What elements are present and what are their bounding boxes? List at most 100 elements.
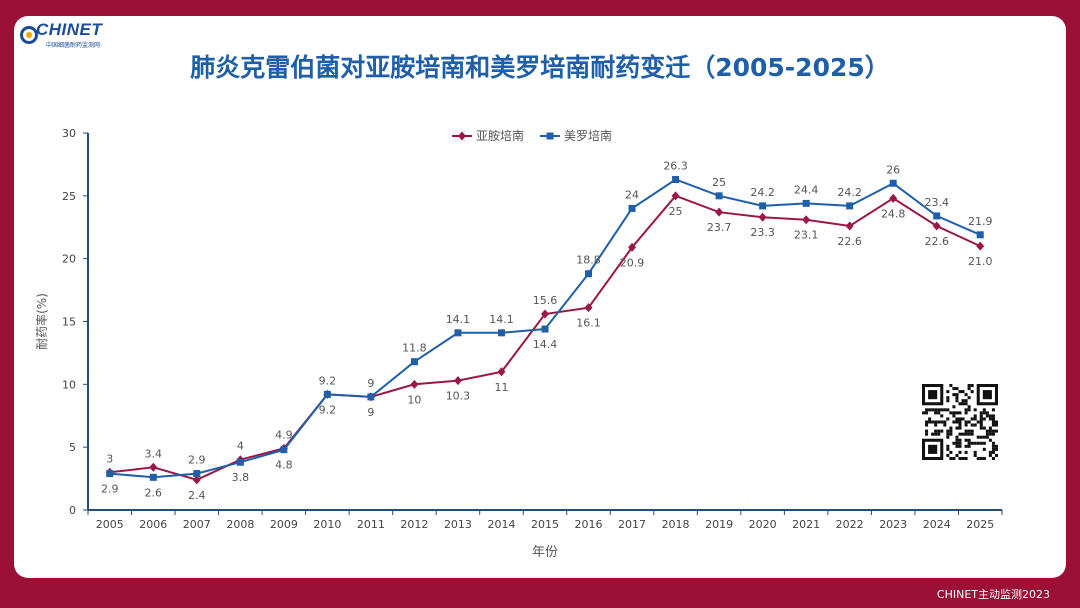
qr-cell — [961, 432, 965, 436]
legend-imipenem-marker — [458, 131, 466, 141]
qr-cell — [964, 402, 968, 406]
imipenem-data-label: 3.4 — [145, 447, 163, 460]
qr-cell — [994, 444, 998, 448]
qr-cell — [979, 414, 983, 418]
qr-cell — [991, 444, 995, 448]
imipenem-point — [715, 207, 724, 217]
qr-cell — [925, 408, 929, 412]
qr-finder-core — [982, 390, 992, 400]
qr-cell — [973, 450, 977, 454]
qr-cell — [979, 411, 983, 415]
qr-cell — [964, 411, 968, 415]
qr-cell — [967, 384, 971, 388]
qr-cell — [958, 441, 962, 445]
qr-cell — [991, 447, 995, 451]
qr-cell — [982, 447, 986, 451]
meropenem-point — [933, 212, 941, 220]
qr-cell — [934, 408, 938, 412]
qr-cell — [988, 429, 992, 433]
imipenem-point — [497, 367, 506, 377]
qr-cell — [949, 411, 953, 415]
qr-cell — [985, 435, 989, 439]
qr-cell — [991, 441, 995, 445]
logo-name: CHINET — [36, 20, 103, 39]
qr-cell — [937, 432, 941, 436]
imipenem-point — [845, 221, 854, 231]
imipenem-data-label: 25 — [669, 205, 683, 218]
qr-cell — [973, 408, 977, 412]
qr-cell — [958, 390, 962, 394]
qr-cell — [949, 426, 953, 430]
qr-cell — [991, 429, 995, 433]
qr-cell — [940, 414, 944, 418]
qr-cell — [925, 429, 929, 433]
qr-code — [922, 384, 998, 460]
qr-cell — [946, 408, 950, 412]
imipenem-point — [932, 221, 941, 231]
y-axis-title: 耐药率(%) — [34, 293, 49, 350]
qr-cell — [961, 399, 965, 403]
meropenem-data-label: 25 — [712, 176, 726, 189]
qr-cell — [937, 411, 941, 415]
qr-cell — [973, 414, 977, 418]
qr-cell — [964, 456, 968, 460]
slide-panel: CHINET 中国细菌耐药监测网 肺炎克雷伯菌对亚胺培南和美罗培南耐药变迁（20… — [14, 16, 1066, 578]
qr-cell — [988, 453, 992, 457]
imipenem-data-label: 3 — [106, 452, 113, 465]
qr-cell — [991, 417, 995, 421]
qr-cell — [988, 438, 992, 442]
imipenem-data-label: 22.6 — [924, 235, 949, 248]
qr-cell — [967, 387, 971, 391]
qr-cell — [994, 423, 998, 427]
x-tick-label: 2012 — [400, 518, 428, 531]
qr-cell — [976, 435, 980, 439]
qr-cell — [961, 390, 965, 394]
meropenem-point — [497, 329, 505, 337]
imipenem-data-label: 23.7 — [707, 221, 732, 234]
imipenem-data-label: 20.9 — [620, 256, 645, 269]
legend-meropenem-marker — [546, 132, 554, 140]
qr-cell — [982, 426, 986, 430]
qr-cell — [952, 420, 956, 424]
meropenem-point — [759, 202, 767, 210]
qr-cell — [973, 423, 977, 427]
qr-cell — [958, 438, 962, 442]
qr-cell — [985, 411, 989, 415]
qr-cell — [949, 384, 953, 388]
qr-cell — [964, 450, 968, 454]
x-tick-label: 2023 — [879, 518, 907, 531]
qr-cell — [982, 408, 986, 412]
qr-cell — [994, 429, 998, 433]
qr-cell — [949, 450, 953, 454]
qr-cell — [982, 417, 986, 421]
x-axis-title: 年份 — [532, 545, 558, 560]
x-tick-label: 2010 — [313, 518, 341, 531]
qr-cell — [964, 444, 968, 448]
qr-cell — [946, 399, 950, 403]
chinet-logo: CHINET 中国细菌耐药监测网 — [20, 20, 104, 64]
meropenem-point — [541, 325, 549, 333]
imipenem-data-label: 4.9 — [275, 428, 293, 441]
qr-cell — [946, 390, 950, 394]
y-tick-label: 20 — [62, 253, 76, 266]
qr-cell — [949, 429, 953, 433]
meropenem-data-label: 3.8 — [232, 471, 250, 484]
meropenem-point — [280, 446, 288, 454]
qr-cell — [955, 453, 959, 457]
qr-cell — [994, 420, 998, 424]
meropenem-data-label: 2.6 — [145, 486, 163, 499]
qr-cell — [952, 411, 956, 415]
qr-cell — [994, 447, 998, 451]
imipenem-point — [758, 212, 767, 222]
qr-cell — [982, 456, 986, 460]
imipenem-data-label: 9 — [367, 406, 374, 419]
qr-cell — [967, 420, 971, 424]
qr-cell — [994, 453, 998, 457]
qr-cell — [958, 420, 962, 424]
qr-cell — [979, 456, 983, 460]
qr-cell — [958, 432, 962, 436]
x-tick-label: 2022 — [836, 518, 864, 531]
meropenem-data-label: 21.9 — [968, 215, 993, 228]
qr-cell — [958, 411, 962, 415]
